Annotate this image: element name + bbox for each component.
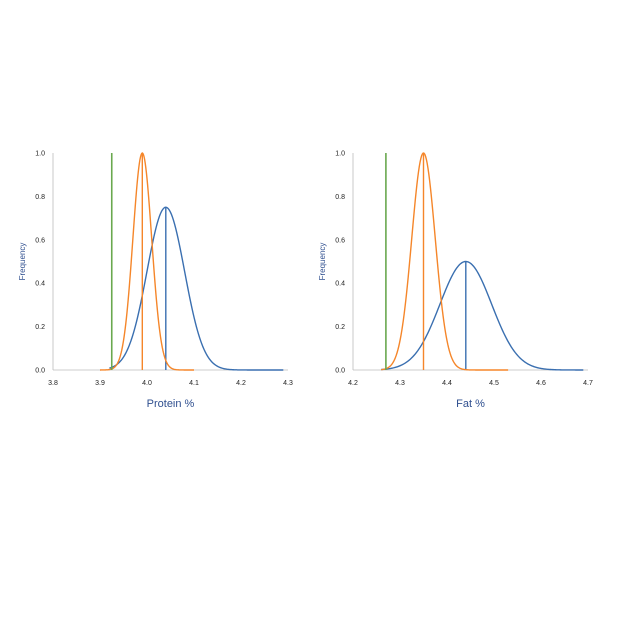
fat-y-tick-label: 0.2 bbox=[335, 324, 345, 331]
fat-y-tick-label: 0.6 bbox=[335, 237, 345, 244]
fat-y-tick-label: 1.0 bbox=[335, 151, 345, 158]
fat-y-tick-label: 0.0 bbox=[335, 368, 345, 375]
protein-y-tick-label: 0.2 bbox=[35, 324, 45, 331]
fat-x-tick-label: 4.7 bbox=[583, 380, 593, 387]
fat-x-axis-title: Fat % bbox=[456, 398, 485, 410]
fat-x-tick-label: 4.6 bbox=[536, 380, 546, 387]
protein-x-axis-title: Protein % bbox=[147, 398, 195, 410]
protein-x-tick-label: 4.2 bbox=[236, 380, 246, 387]
protein-chart-svg: 3.8 3.9 4.0 4.1 4.2 4.3 0.0 0.2 0.4 0.6 0.8 1.0 Prot… bbox=[18, 151, 293, 411]
protein-y-tick-label: 0.8 bbox=[35, 194, 45, 201]
protein-y-axis-title: Frequency bbox=[18, 243, 27, 281]
protein-chart: 3.8 3.9 4.0 4.1 4.2 4.3 0.0 0.2 0.4 0.6 0.8 1.0 Prot… bbox=[10, 140, 310, 420]
fat-chart-svg: 4.2 4.3 4.4 4.5 4.6 4.7 0.0 0.2 0.4 0.6 0.8 1.0 Fat … bbox=[318, 151, 593, 411]
fat-y-axis-title: Frequency bbox=[318, 243, 327, 281]
protein-y-tick-label: 0.4 bbox=[35, 281, 45, 288]
protein-x-tick-label: 4.1 bbox=[189, 380, 199, 387]
protein-x-tick-label: 3.9 bbox=[95, 380, 105, 387]
fat-series-1-curve bbox=[381, 152, 509, 371]
fat-chart: 4.2 4.3 4.4 4.5 4.6 4.7 0.0 0.2 0.4 0.6 0.8 1.0 Fat … bbox=[310, 140, 610, 420]
protein-series-0-curve bbox=[109, 206, 284, 371]
fat-x-tick-label: 4.3 bbox=[395, 380, 405, 387]
fat-x-tick-label: 4.2 bbox=[348, 380, 358, 387]
fat-series-0-curve bbox=[381, 260, 584, 371]
protein-x-tick-label: 4.0 bbox=[142, 380, 152, 387]
protein-y-tick-label: 0.0 bbox=[35, 368, 45, 375]
protein-x-tick-label: 3.8 bbox=[48, 380, 58, 387]
fat-x-tick-label: 4.5 bbox=[489, 380, 499, 387]
protein-series-1-curve bbox=[100, 152, 194, 371]
protein-y-tick-label: 0.6 bbox=[35, 237, 45, 244]
protein-x-tick-label: 4.3 bbox=[283, 380, 293, 387]
fat-y-tick-label: 0.8 bbox=[335, 194, 345, 201]
protein-y-tick-label: 1.0 bbox=[35, 151, 45, 158]
fat-y-tick-label: 0.4 bbox=[335, 281, 345, 288]
fat-x-tick-label: 4.4 bbox=[442, 380, 452, 387]
